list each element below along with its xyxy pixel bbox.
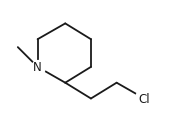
Text: N: N — [33, 61, 42, 74]
Text: Cl: Cl — [138, 92, 150, 105]
